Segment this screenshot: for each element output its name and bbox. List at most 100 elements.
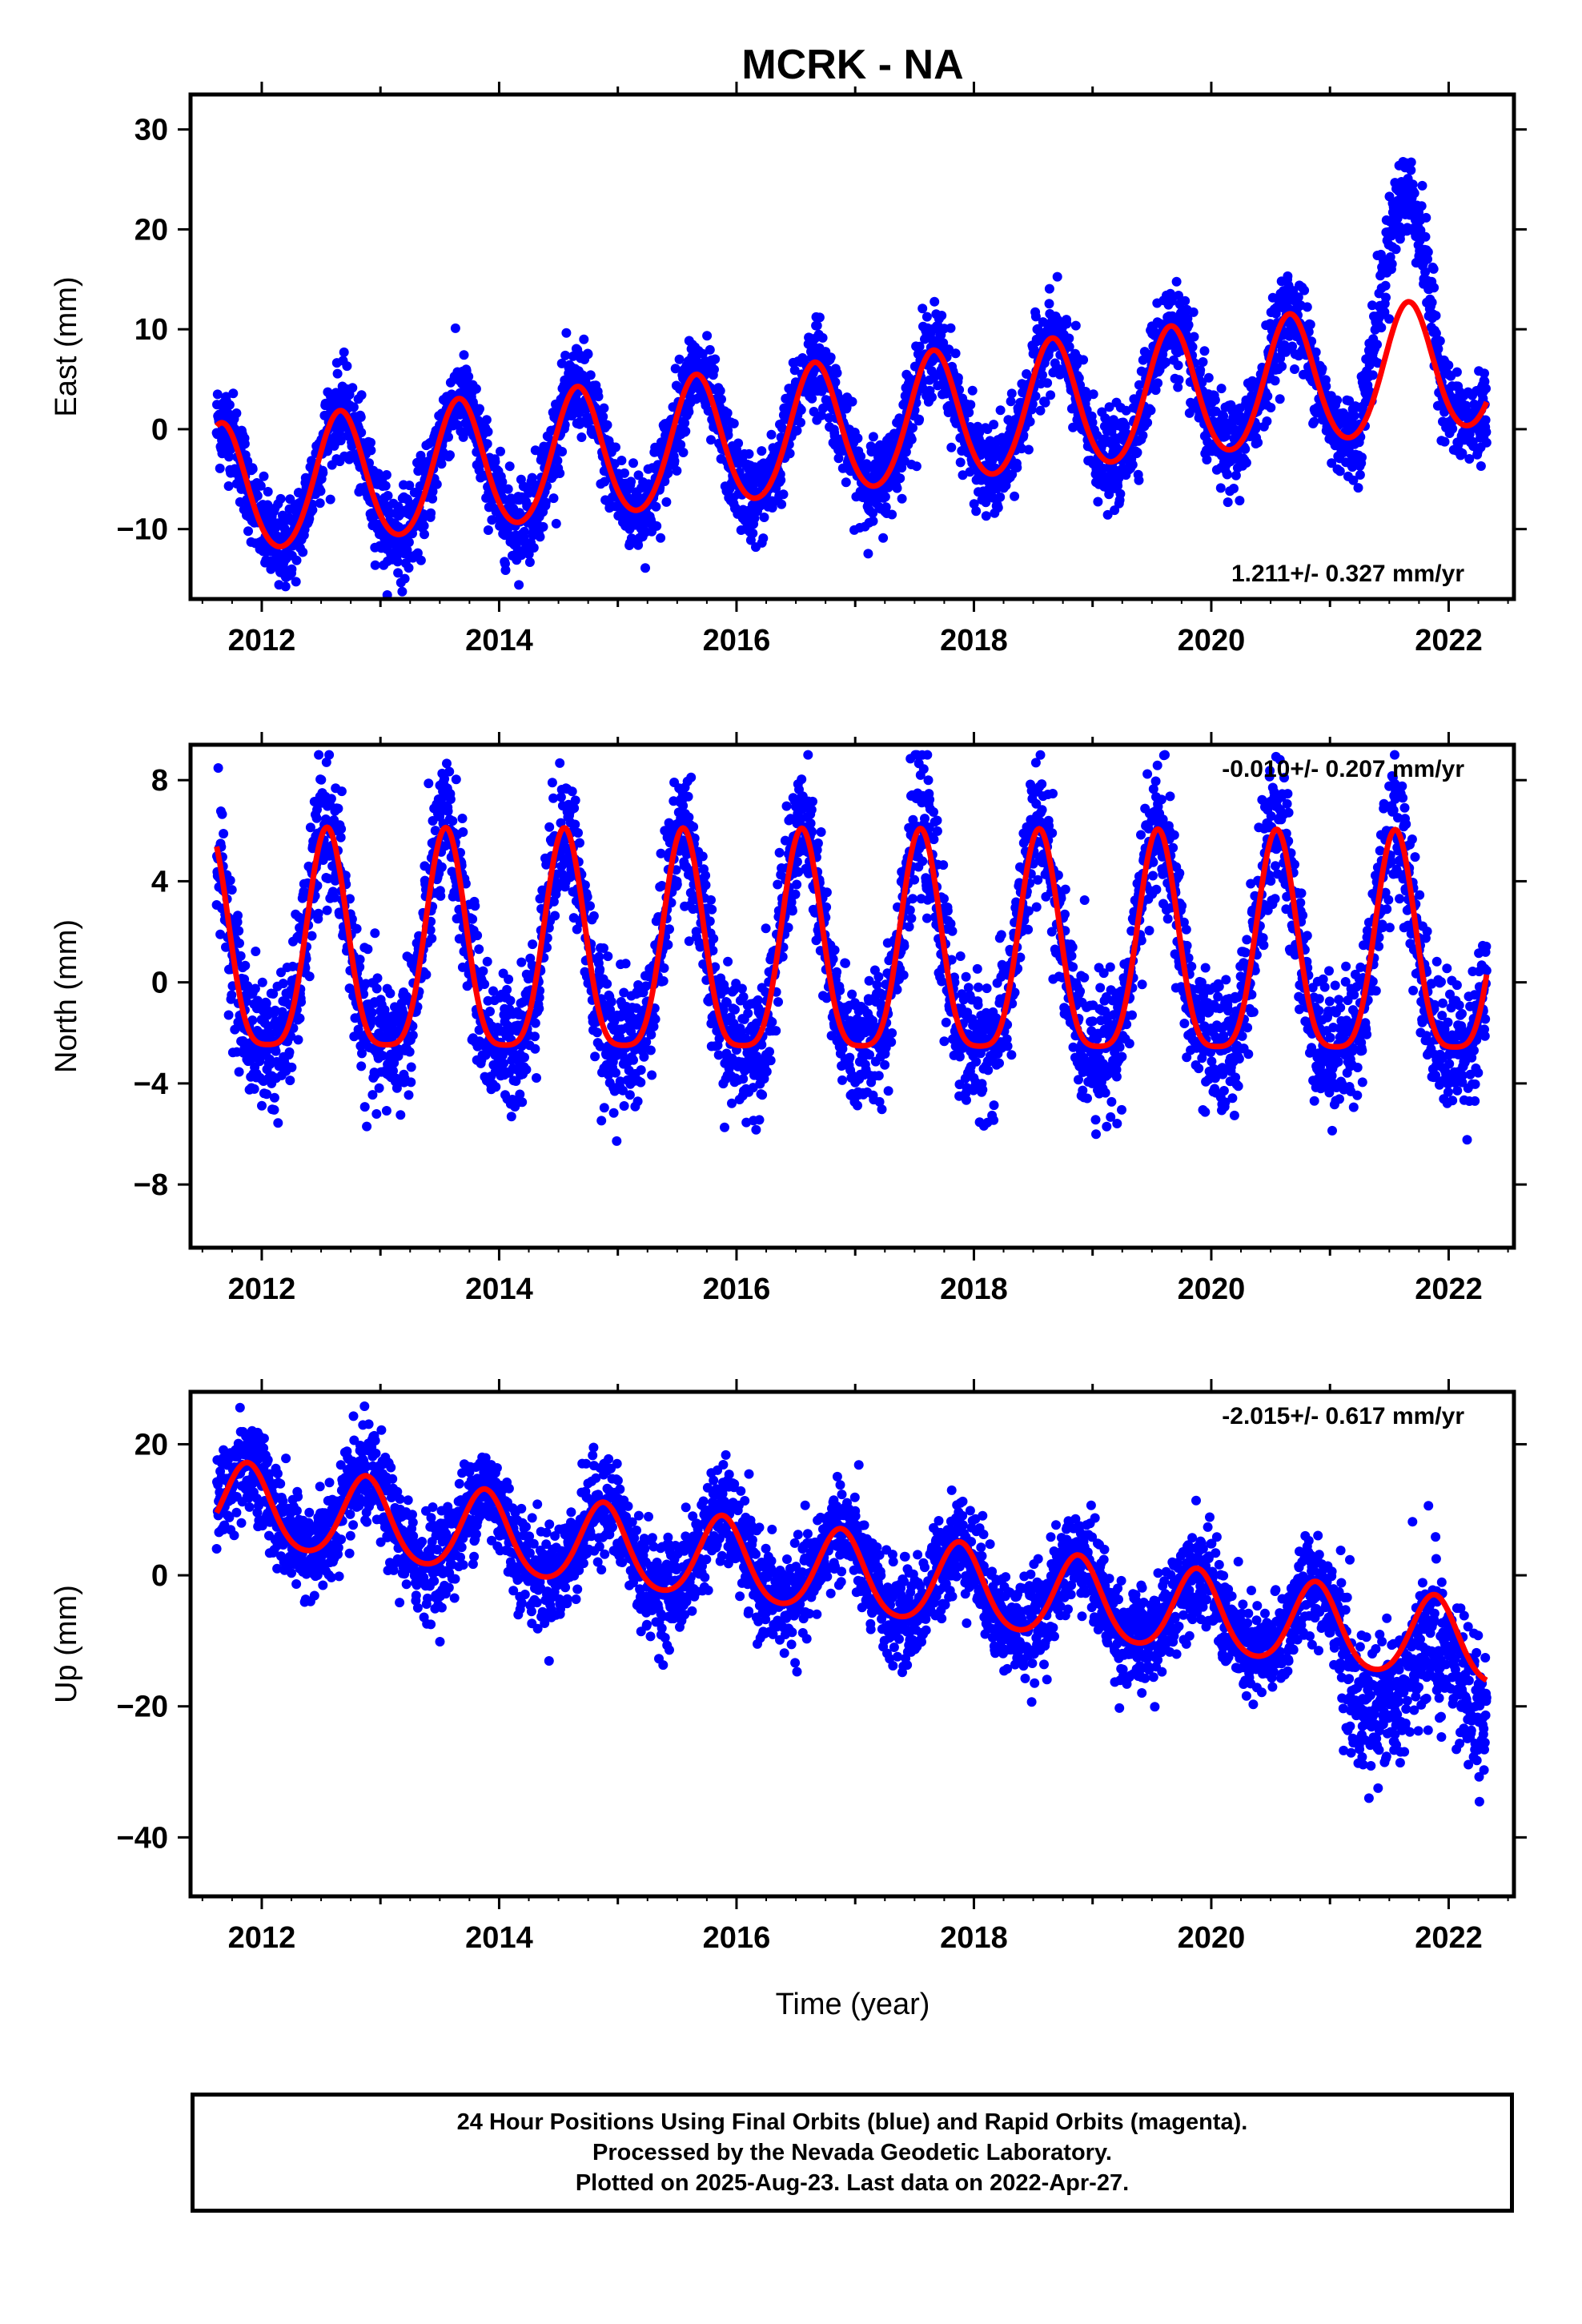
east-point xyxy=(841,477,851,488)
north-point xyxy=(335,832,346,842)
east-point xyxy=(551,518,561,529)
east-point xyxy=(777,499,787,509)
east-point xyxy=(917,304,928,314)
north-point xyxy=(468,914,478,924)
east-point xyxy=(1381,292,1391,303)
east-point xyxy=(1429,283,1439,293)
east-point xyxy=(757,446,767,456)
north-panel: 840−4−8 2012 2014 2016 2018 2020 2022 North (… xyxy=(50,732,1527,1306)
east-point xyxy=(1355,470,1365,480)
east-point xyxy=(475,404,484,414)
east-point xyxy=(1428,263,1439,274)
east-point xyxy=(432,479,442,489)
east-point xyxy=(602,420,612,430)
north-point xyxy=(227,990,237,1000)
east-point xyxy=(450,323,460,333)
east-point xyxy=(483,525,493,535)
north-point xyxy=(287,1062,297,1072)
east-point xyxy=(914,414,925,424)
north-point xyxy=(470,901,480,911)
east-point xyxy=(758,533,769,544)
east-point xyxy=(1332,395,1343,405)
north-point xyxy=(219,829,229,838)
north-point xyxy=(499,1059,508,1068)
east-point xyxy=(847,396,857,407)
north-point xyxy=(234,1067,244,1077)
east-point xyxy=(1357,452,1367,463)
y-tick-label: 0 xyxy=(151,413,168,447)
north-point xyxy=(396,1110,406,1120)
east-point xyxy=(966,400,976,410)
east-point xyxy=(702,331,713,341)
north-point xyxy=(359,1102,370,1112)
north-point xyxy=(284,1047,295,1057)
east-point xyxy=(1427,297,1437,308)
east-point xyxy=(878,533,889,543)
east-point xyxy=(228,388,239,399)
east-point xyxy=(397,586,408,597)
east-point xyxy=(766,429,777,440)
east-point xyxy=(416,555,426,565)
north-point xyxy=(385,988,396,999)
east-point xyxy=(921,312,932,322)
east-point xyxy=(1223,497,1233,508)
east-point xyxy=(1142,417,1153,428)
east-point xyxy=(1006,388,1017,399)
east-point xyxy=(1229,484,1239,493)
east-point xyxy=(715,386,725,396)
east-point xyxy=(748,528,758,538)
east-point xyxy=(717,394,726,404)
y-tick-label: 20 xyxy=(135,213,168,247)
east-point xyxy=(325,494,335,505)
north-point xyxy=(240,960,251,971)
east-point xyxy=(993,502,1003,513)
x-tick-label: 2014 xyxy=(465,624,533,657)
north-point xyxy=(363,944,373,955)
east-point xyxy=(1433,344,1443,354)
x-tick-label: 2016 xyxy=(703,624,771,657)
north-point xyxy=(269,1092,279,1103)
east-point xyxy=(995,405,1006,416)
east-point xyxy=(1266,403,1276,412)
east-point xyxy=(1290,364,1299,374)
east-point xyxy=(298,547,308,557)
north-point xyxy=(273,1118,283,1128)
east-point xyxy=(825,352,836,363)
north-point xyxy=(370,928,380,939)
east-point xyxy=(1481,384,1491,394)
east-point xyxy=(1380,280,1391,291)
east-point xyxy=(817,332,828,343)
east-point xyxy=(611,442,620,452)
east-point xyxy=(259,471,269,481)
east-point xyxy=(733,438,744,448)
north-point xyxy=(313,908,323,919)
east-point xyxy=(1070,320,1081,331)
north-point xyxy=(485,1007,495,1016)
east-point xyxy=(483,427,493,437)
north-point xyxy=(427,933,437,943)
east-point xyxy=(1216,384,1227,394)
east-point xyxy=(1480,368,1489,379)
east-point xyxy=(1253,437,1263,448)
east-point xyxy=(1435,336,1445,346)
east-point xyxy=(672,465,682,476)
east-point xyxy=(1044,283,1054,294)
east-point xyxy=(640,563,650,573)
east-point xyxy=(332,368,343,379)
east-point xyxy=(1134,475,1144,485)
east-point xyxy=(832,368,842,378)
east-point xyxy=(579,334,589,344)
east-point xyxy=(490,456,500,467)
east-point xyxy=(287,564,297,574)
east-point xyxy=(705,344,715,355)
north-point xyxy=(521,1064,532,1075)
east-point xyxy=(887,509,897,520)
north-point xyxy=(217,809,227,819)
east-point xyxy=(1481,427,1492,437)
north-point xyxy=(534,1003,544,1014)
north-point xyxy=(406,1077,416,1088)
east-point xyxy=(1262,416,1272,426)
east-point xyxy=(500,565,511,575)
